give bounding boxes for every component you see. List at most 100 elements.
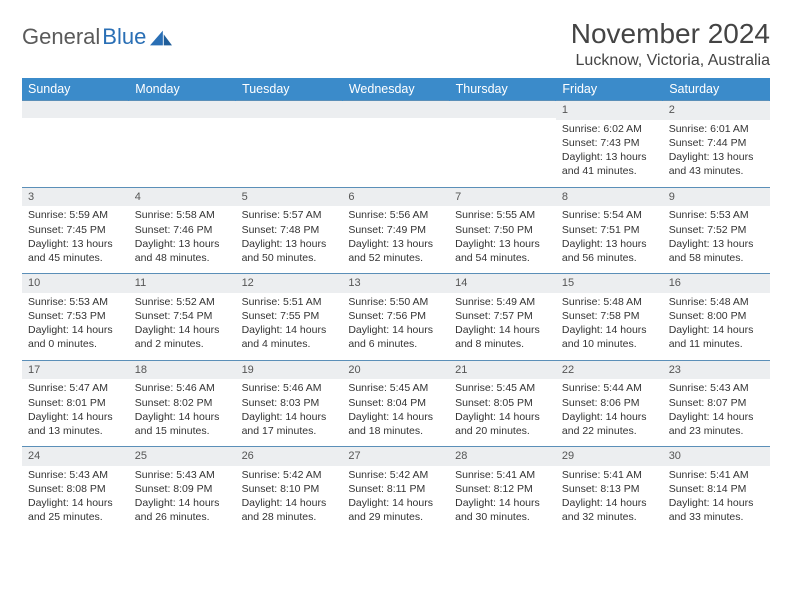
calendar-cell: 19Sunrise: 5:46 AMSunset: 8:03 PMDayligh… (236, 360, 343, 447)
calendar-week-row: 17Sunrise: 5:47 AMSunset: 8:01 PMDayligh… (22, 360, 770, 447)
calendar-cell: 28Sunrise: 5:41 AMSunset: 8:12 PMDayligh… (449, 447, 556, 533)
day-details: Sunrise: 5:59 AMSunset: 7:45 PMDaylight:… (22, 206, 129, 273)
day-details: Sunrise: 5:46 AMSunset: 8:03 PMDaylight:… (236, 379, 343, 446)
day-number: 24 (22, 447, 129, 466)
day-number (449, 101, 556, 118)
daylight-text: Daylight: 14 hours and 15 minutes. (135, 410, 230, 438)
day-number: 18 (129, 361, 236, 380)
sunrise-text: Sunrise: 6:01 AM (669, 122, 764, 136)
day-details (22, 118, 129, 180)
day-number: 20 (342, 361, 449, 380)
calendar-cell: 17Sunrise: 5:47 AMSunset: 8:01 PMDayligh… (22, 360, 129, 447)
daylight-text: Daylight: 13 hours and 48 minutes. (135, 237, 230, 265)
calendar-cell: 20Sunrise: 5:45 AMSunset: 8:04 PMDayligh… (342, 360, 449, 447)
calendar-cell: 30Sunrise: 5:41 AMSunset: 8:14 PMDayligh… (663, 447, 770, 533)
daylight-text: Daylight: 14 hours and 30 minutes. (455, 496, 550, 524)
daylight-text: Daylight: 14 hours and 33 minutes. (669, 496, 764, 524)
sunrise-text: Sunrise: 5:43 AM (669, 381, 764, 395)
sunset-text: Sunset: 8:03 PM (242, 396, 337, 410)
sunrise-text: Sunrise: 5:49 AM (455, 295, 550, 309)
day-number: 25 (129, 447, 236, 466)
sunset-text: Sunset: 8:13 PM (562, 482, 657, 496)
sunrise-text: Sunrise: 5:41 AM (562, 468, 657, 482)
daylight-text: Daylight: 14 hours and 23 minutes. (669, 410, 764, 438)
sunrise-text: Sunrise: 5:57 AM (242, 208, 337, 222)
weekday-header: Sunday (22, 78, 129, 101)
daylight-text: Daylight: 14 hours and 25 minutes. (28, 496, 123, 524)
sunset-text: Sunset: 8:06 PM (562, 396, 657, 410)
day-details: Sunrise: 5:42 AMSunset: 8:11 PMDaylight:… (342, 466, 449, 533)
day-number: 23 (663, 361, 770, 380)
day-number: 10 (22, 274, 129, 293)
sunset-text: Sunset: 7:54 PM (135, 309, 230, 323)
sunset-text: Sunset: 7:48 PM (242, 223, 337, 237)
weekday-header: Saturday (663, 78, 770, 101)
day-number: 21 (449, 361, 556, 380)
sunset-text: Sunset: 7:50 PM (455, 223, 550, 237)
daylight-text: Daylight: 14 hours and 0 minutes. (28, 323, 123, 351)
daylight-text: Daylight: 14 hours and 10 minutes. (562, 323, 657, 351)
sunrise-text: Sunrise: 5:53 AM (669, 208, 764, 222)
calendar-cell (129, 101, 236, 188)
daylight-text: Daylight: 14 hours and 8 minutes. (455, 323, 550, 351)
day-number: 5 (236, 188, 343, 207)
sunrise-text: Sunrise: 5:44 AM (562, 381, 657, 395)
day-details: Sunrise: 5:49 AMSunset: 7:57 PMDaylight:… (449, 293, 556, 360)
location-text: Lucknow, Victoria, Australia (571, 52, 770, 70)
daylight-text: Daylight: 14 hours and 13 minutes. (28, 410, 123, 438)
day-number (129, 101, 236, 118)
day-details: Sunrise: 5:52 AMSunset: 7:54 PMDaylight:… (129, 293, 236, 360)
day-details: Sunrise: 5:58 AMSunset: 7:46 PMDaylight:… (129, 206, 236, 273)
daylight-text: Daylight: 14 hours and 2 minutes. (135, 323, 230, 351)
brand-text-blue: Blue (102, 24, 146, 50)
sunset-text: Sunset: 7:51 PM (562, 223, 657, 237)
daylight-text: Daylight: 14 hours and 4 minutes. (242, 323, 337, 351)
sunrise-text: Sunrise: 5:55 AM (455, 208, 550, 222)
day-details (236, 118, 343, 180)
sail-icon (150, 30, 172, 46)
sunset-text: Sunset: 8:10 PM (242, 482, 337, 496)
day-number: 27 (342, 447, 449, 466)
day-number: 4 (129, 188, 236, 207)
day-details: Sunrise: 5:41 AMSunset: 8:13 PMDaylight:… (556, 466, 663, 533)
calendar-cell: 9Sunrise: 5:53 AMSunset: 7:52 PMDaylight… (663, 187, 770, 274)
calendar-week-row: 10Sunrise: 5:53 AMSunset: 7:53 PMDayligh… (22, 274, 770, 361)
day-number: 12 (236, 274, 343, 293)
daylight-text: Daylight: 13 hours and 58 minutes. (669, 237, 764, 265)
sunrise-text: Sunrise: 5:51 AM (242, 295, 337, 309)
day-details: Sunrise: 6:01 AMSunset: 7:44 PMDaylight:… (663, 120, 770, 187)
calendar-cell (22, 101, 129, 188)
daylight-text: Daylight: 14 hours and 26 minutes. (135, 496, 230, 524)
day-details: Sunrise: 5:41 AMSunset: 8:12 PMDaylight:… (449, 466, 556, 533)
day-details: Sunrise: 5:54 AMSunset: 7:51 PMDaylight:… (556, 206, 663, 273)
calendar-cell: 29Sunrise: 5:41 AMSunset: 8:13 PMDayligh… (556, 447, 663, 533)
sunset-text: Sunset: 8:07 PM (669, 396, 764, 410)
calendar-week-row: 3Sunrise: 5:59 AMSunset: 7:45 PMDaylight… (22, 187, 770, 274)
sunrise-text: Sunrise: 5:54 AM (562, 208, 657, 222)
calendar-cell: 7Sunrise: 5:55 AMSunset: 7:50 PMDaylight… (449, 187, 556, 274)
weekday-header: Friday (556, 78, 663, 101)
sunrise-text: Sunrise: 5:42 AM (348, 468, 443, 482)
day-number: 17 (22, 361, 129, 380)
day-number: 2 (663, 101, 770, 120)
sunrise-text: Sunrise: 5:45 AM (348, 381, 443, 395)
sunset-text: Sunset: 8:00 PM (669, 309, 764, 323)
sunrise-text: Sunrise: 5:43 AM (135, 468, 230, 482)
weekday-header: Wednesday (342, 78, 449, 101)
sunrise-text: Sunrise: 5:46 AM (135, 381, 230, 395)
day-number: 16 (663, 274, 770, 293)
daylight-text: Daylight: 13 hours and 56 minutes. (562, 237, 657, 265)
sunset-text: Sunset: 8:01 PM (28, 396, 123, 410)
day-details: Sunrise: 5:53 AMSunset: 7:52 PMDaylight:… (663, 206, 770, 273)
day-number: 28 (449, 447, 556, 466)
calendar-cell: 23Sunrise: 5:43 AMSunset: 8:07 PMDayligh… (663, 360, 770, 447)
calendar-cell (449, 101, 556, 188)
calendar-cell (236, 101, 343, 188)
day-details: Sunrise: 5:48 AMSunset: 8:00 PMDaylight:… (663, 293, 770, 360)
sunrise-text: Sunrise: 5:53 AM (28, 295, 123, 309)
day-number: 26 (236, 447, 343, 466)
day-number: 29 (556, 447, 663, 466)
sunset-text: Sunset: 7:53 PM (28, 309, 123, 323)
calendar-cell: 16Sunrise: 5:48 AMSunset: 8:00 PMDayligh… (663, 274, 770, 361)
day-details (342, 118, 449, 180)
